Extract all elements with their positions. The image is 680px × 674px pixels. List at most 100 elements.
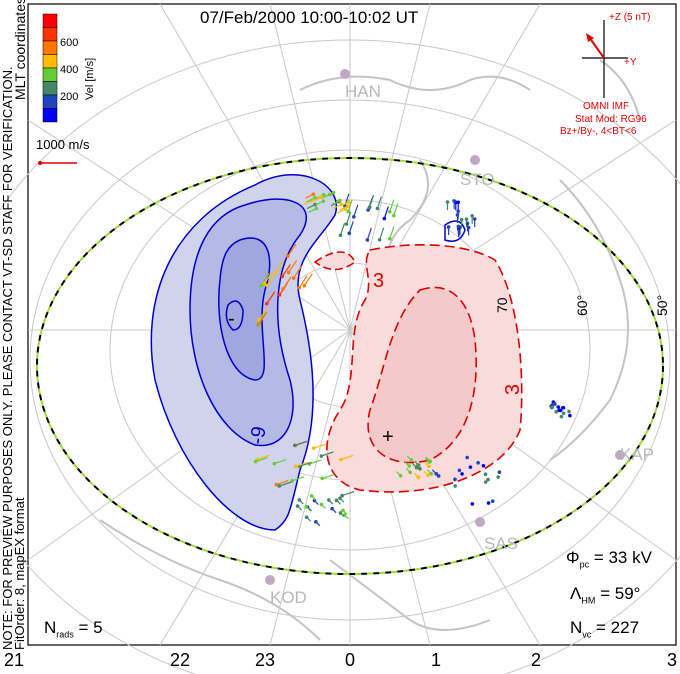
vector-origin	[465, 221, 470, 226]
vector-origin	[340, 493, 344, 498]
velocity-vector	[348, 221, 354, 234]
potential-maximum: +	[382, 426, 394, 448]
vector-origin	[470, 502, 475, 506]
vector-origin	[352, 215, 356, 219]
velocity-vector	[347, 199, 353, 212]
vector-origin	[567, 409, 571, 414]
vector-origin	[470, 214, 474, 218]
velocity-vector	[293, 265, 303, 279]
vector-origin	[346, 209, 350, 214]
vector-origin	[291, 276, 296, 280]
vector-origin	[339, 457, 343, 462]
vector-origin	[561, 411, 566, 416]
velocity-vector	[281, 264, 291, 277]
velocity-vector	[279, 481, 292, 487]
velocity-vector	[313, 443, 326, 449]
mlt-label: 0	[344, 650, 356, 670]
vector-origin	[277, 293, 282, 297]
vector-origin	[472, 217, 477, 221]
vector-origin	[314, 206, 319, 211]
vector-origin	[456, 200, 461, 205]
vector-origin	[346, 204, 350, 208]
colorbar-swatch	[42, 81, 58, 96]
scale-vector-label: 1000 m/s	[36, 137, 90, 152]
map-title: 07/Feb/2000 10:00-10:02 UT	[200, 8, 419, 27]
vector-origin	[259, 283, 263, 288]
vector-origin	[453, 484, 457, 488]
velocity-vector	[340, 454, 354, 461]
velocity-vector	[322, 473, 335, 479]
negative-cell-inner	[218, 237, 271, 381]
vector-origin	[262, 281, 267, 286]
vector-origin	[304, 504, 308, 509]
vector-origin	[331, 190, 336, 195]
colorbar-label: Vel [m/s]	[84, 57, 96, 100]
station-label: KOD	[270, 588, 307, 607]
velocity-colorbar	[42, 13, 58, 123]
velocity-vector	[389, 226, 395, 239]
imf-source: OMNI IMF	[583, 101, 630, 112]
velocity-vector	[276, 480, 289, 486]
vector-origin	[429, 472, 434, 476]
vector-origin	[453, 477, 457, 482]
colorbar-swatch	[42, 27, 58, 42]
vector-origin	[456, 224, 461, 229]
vector-origin	[338, 511, 343, 515]
vector-origin	[337, 198, 342, 203]
vector-origin	[311, 192, 316, 197]
vector-origin	[496, 475, 500, 479]
vector-origin	[427, 464, 431, 469]
mlt-label: 2	[530, 650, 542, 670]
vector-origin	[391, 213, 396, 218]
velocity-vector	[379, 227, 385, 240]
lat-label: 70	[494, 297, 510, 313]
vector-origin	[455, 213, 460, 217]
vector-origin	[297, 498, 302, 502]
velocity-vector	[282, 276, 292, 290]
vector-origin	[476, 461, 480, 465]
station-label: KAP	[620, 445, 655, 464]
vector-origin	[334, 498, 339, 503]
radar-site-markers	[265, 69, 625, 585]
velocity-vector	[258, 307, 268, 321]
hmb-latitude: ΛHM = 59°	[570, 584, 641, 606]
velocity-vector	[295, 461, 308, 467]
velocity-vectors	[253, 190, 572, 527]
vector-origin	[375, 206, 380, 211]
vector-origin	[457, 468, 462, 473]
mlt-label: 23	[254, 650, 276, 670]
velocity-vector	[256, 454, 270, 460]
vector-origin	[302, 283, 307, 288]
colorbar-swatch	[42, 67, 58, 82]
velocity-vector	[287, 243, 297, 257]
radar-count: Nrads = 5	[44, 618, 103, 640]
vector-origin	[274, 482, 279, 487]
velocity-vector	[288, 260, 298, 273]
vector-origin	[446, 225, 451, 229]
vector-origin	[304, 515, 309, 519]
colorbar-swatch	[42, 13, 58, 28]
contour-label: 3	[373, 270, 385, 292]
colorbar-tick: 400	[60, 64, 79, 76]
vector-origin	[408, 470, 413, 475]
vector-origin	[320, 476, 325, 481]
vector-origin	[257, 322, 261, 326]
velocity-vector	[353, 204, 359, 218]
colorbar-swatch	[42, 40, 58, 55]
velocity-vector	[275, 260, 285, 274]
mlt-label: 21	[3, 650, 25, 670]
velocity-vector	[341, 491, 355, 497]
vector-count: Nvc = 227	[570, 618, 640, 640]
vector-origin	[436, 474, 441, 478]
vector-origin	[347, 231, 352, 236]
colorbar-swatch	[42, 108, 58, 123]
vector-origin	[377, 237, 382, 242]
vector-origin	[465, 455, 469, 460]
vector-origin	[346, 200, 351, 204]
station-label: STO	[460, 170, 495, 189]
plot-frame	[27, 3, 677, 646]
vector-origin	[367, 205, 372, 210]
lat-label: 50°	[654, 294, 670, 316]
vector-origin	[483, 480, 488, 484]
